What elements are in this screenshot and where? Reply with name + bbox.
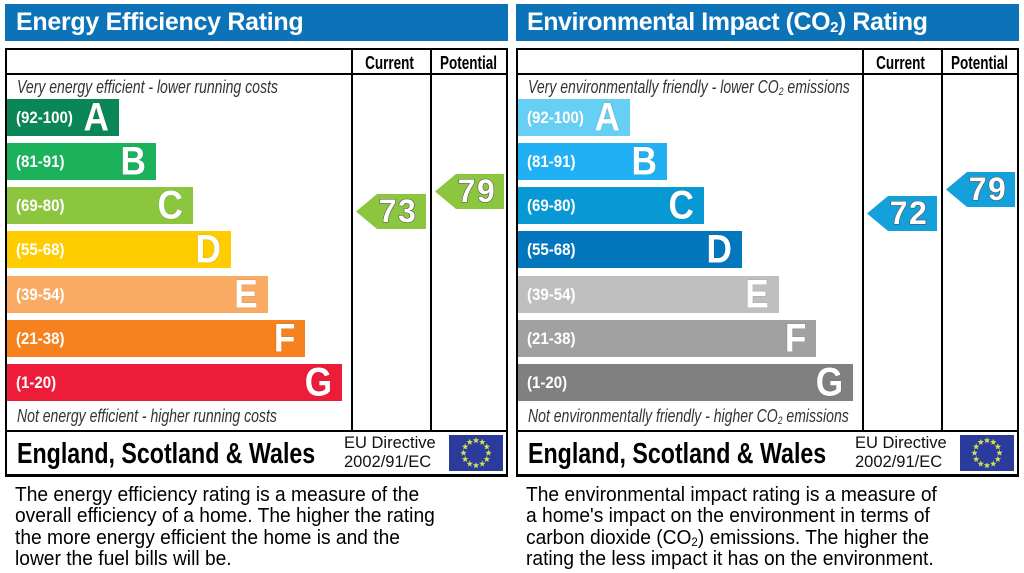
svg-text:73: 73	[379, 194, 418, 229]
svg-text:72: 72	[890, 196, 929, 231]
svg-text:79: 79	[969, 172, 1008, 207]
svg-text:79: 79	[458, 174, 497, 209]
